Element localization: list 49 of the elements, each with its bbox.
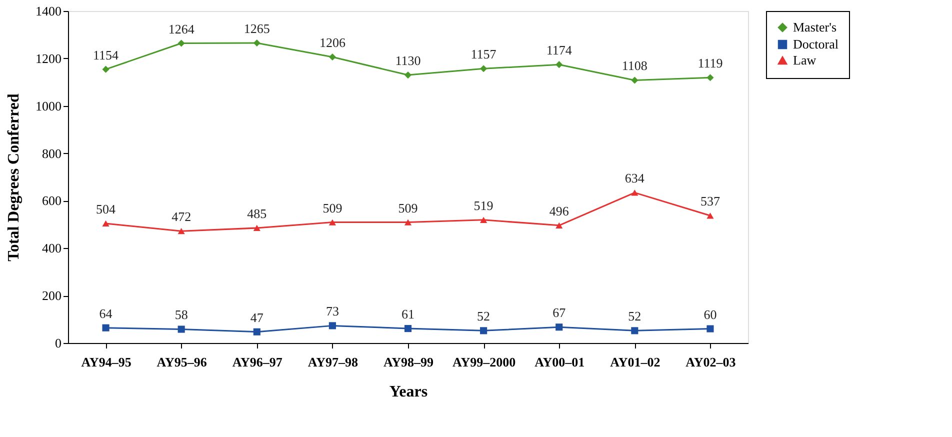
data-label: 1264 (168, 21, 195, 36)
y-axis-title: Total Degrees Conferred (6, 94, 22, 262)
x-tick-label: AY99–2000 (452, 354, 516, 370)
x-tick-label: AY00–01 (534, 354, 585, 370)
y-tick-label: 0 (55, 336, 62, 350)
data-label: 519 (474, 198, 494, 213)
data-label: 509 (322, 200, 342, 216)
x-tick-label: AY95–96 (156, 354, 208, 370)
x-tick-label: AY01–02 (610, 354, 660, 370)
legend-label: Doctoral (793, 36, 839, 52)
data-label: 52 (477, 308, 490, 324)
y-tick-label: 800 (42, 146, 62, 161)
y-tick-label: 600 (42, 193, 62, 208)
data-label: 509 (398, 200, 418, 216)
x-tick-label: AY97–98 (308, 354, 358, 370)
data-label: 1154 (93, 47, 120, 62)
y-tick-label: 1200 (36, 50, 62, 66)
data-label: 485 (247, 206, 267, 221)
data-label: 73 (326, 304, 339, 319)
data-label: 504 (96, 201, 116, 216)
data-label: 1108 (622, 58, 648, 74)
data-label: 537 (700, 194, 720, 209)
data-label: 634 (624, 170, 645, 186)
y-tick-label: 1000 (36, 98, 62, 114)
data-label: 67 (552, 305, 566, 320)
y-tick-label: 400 (42, 240, 62, 256)
data-label: 472 (172, 209, 192, 224)
x-tick-label: AY94–95 (81, 354, 132, 370)
x-tick-label: AY98–99 (383, 354, 434, 370)
data-label: 1206 (319, 35, 346, 50)
data-label: 61 (402, 306, 414, 322)
y-tick-label: 200 (42, 288, 62, 304)
x-tick-label: AY02–03 (686, 354, 736, 370)
data-label: 1174 (546, 42, 572, 58)
legend-label: Master's (793, 20, 837, 34)
data-label: 58 (174, 307, 188, 322)
data-label: 1119 (698, 56, 723, 71)
y-tick-label: 1400 (36, 4, 62, 18)
data-label: 1157 (470, 46, 497, 62)
data-label: 1130 (395, 53, 421, 68)
x-axis-title: Years (389, 384, 428, 400)
data-label: 60 (704, 306, 717, 322)
data-label: 64 (99, 306, 113, 321)
data-label: 496 (549, 203, 570, 218)
x-tick-label: AY96–97 (232, 354, 283, 370)
data-label: 1265 (244, 21, 270, 36)
data-label: 47 (250, 310, 264, 325)
data-label: 52 (628, 308, 642, 324)
legend-label: Law (793, 52, 817, 68)
